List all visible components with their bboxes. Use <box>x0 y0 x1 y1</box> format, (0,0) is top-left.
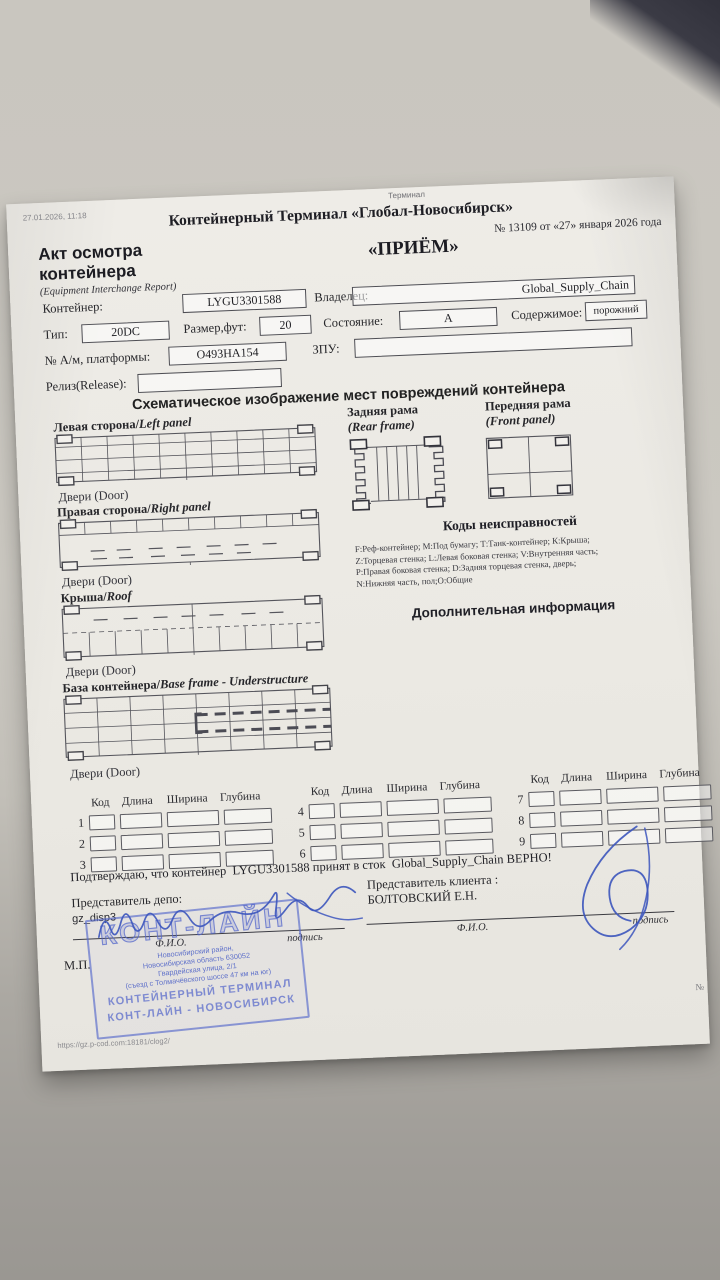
damage-table-header: Код Длина Ширина Глубина <box>90 790 261 810</box>
code-box <box>88 814 116 831</box>
container-value-box: LYGU3301588 <box>182 288 307 314</box>
left-panel-diagram <box>54 424 318 487</box>
width-box <box>606 807 660 825</box>
depot-representative-label: Представитель депо: <box>71 891 183 911</box>
depth-box <box>664 826 714 844</box>
vehicle-value-box: О493НА154 <box>168 341 287 366</box>
width-box <box>607 828 661 846</box>
damage-row-2: 2 <box>75 828 274 852</box>
damage-table-group-3: Код Длина Ширина Глубина 7 8 9 <box>512 766 714 849</box>
client-signature-line <box>366 911 675 925</box>
depth-box <box>663 805 713 823</box>
code-box <box>309 824 336 841</box>
additional-info-title: Дополнительная информация <box>411 597 616 621</box>
client-fio-label: Ф.И.О. <box>456 921 489 935</box>
code-box <box>308 803 336 820</box>
depth-box <box>443 796 492 814</box>
terminal-micro-label: Терминал <box>387 189 426 201</box>
length-box <box>340 822 383 839</box>
damage-table-header: Код Длина Ширина Глубина <box>530 766 700 786</box>
length-box <box>560 809 603 827</box>
damage-row-4: 4 <box>294 796 492 820</box>
base-frame-diagram <box>63 684 334 761</box>
release-label: Релиз(Release): <box>45 376 127 394</box>
length-box <box>559 788 602 806</box>
type-value-box: 20DC <box>81 320 170 344</box>
rear-frame-subtitle: (Rear frame) <box>347 417 415 435</box>
footer-url: https://gz.p-cod.com:18181/clog2/ <box>57 1036 171 1050</box>
length-box <box>560 830 604 848</box>
damage-table-header: Код Длина Ширина Глубина <box>310 779 481 799</box>
mp-stamp-place-label: М.П. <box>63 957 91 973</box>
base-frame-door-label: Двери (Door) <box>69 764 141 782</box>
document-sheet: 27.01.2026, 11:18 Терминал Контейнерный … <box>6 176 714 1072</box>
release-value-box <box>137 367 283 394</box>
container-label: Контейнер: <box>42 299 104 316</box>
width-box <box>606 786 659 804</box>
length-box <box>119 812 163 830</box>
width-box <box>167 830 221 849</box>
operation-title: «ПРИЁМ» <box>367 235 460 261</box>
size-label: Размер,фут: <box>183 319 247 337</box>
damage-row-5: 5 <box>294 817 493 841</box>
depth-box <box>663 784 712 802</box>
desk-dark-corner <box>590 0 720 120</box>
size-value-box: 20 <box>259 314 312 336</box>
vehicle-label: № А/м, платформы: <box>44 349 151 368</box>
contents-label: Содержимое: <box>510 305 583 323</box>
front-frame-diagram <box>482 429 577 507</box>
length-box <box>339 801 383 818</box>
depth-box <box>223 807 273 825</box>
condition-value-box: А <box>398 306 498 330</box>
width-box <box>386 798 440 816</box>
document-number: № 13109 от «27» января 2026 года <box>494 215 662 235</box>
front-frame-subtitle: (Front panel) <box>485 411 556 429</box>
code-box <box>529 832 557 849</box>
damage-row-9: 9 <box>515 826 714 849</box>
seal-value-box <box>354 327 633 358</box>
condition-label: Состояние: <box>323 313 384 331</box>
contents-value-box: порожний <box>584 299 648 322</box>
act-title: Акт осмотра контейнера <box>37 240 143 285</box>
damage-row-1: 1 <box>74 807 273 831</box>
code-box <box>528 790 555 808</box>
footer-page-mark: № <box>695 981 705 993</box>
rear-frame-diagram <box>348 432 451 514</box>
length-box <box>120 833 164 851</box>
width-box <box>166 809 220 828</box>
fault-codes-text: F:Реф-контейнер; М:Под бумагу; Т:Танк-ко… <box>355 534 600 590</box>
client-representative-value: БОЛТОВСКИЙ Е.Н. <box>367 888 478 907</box>
depth-box <box>444 817 493 835</box>
roof-door-label: Двери (Door) <box>65 662 136 680</box>
client-sign-label: подпись <box>632 914 669 927</box>
damage-table-group-1: Код Длина Ширина Глубина 1 2 3 <box>73 790 275 873</box>
fault-codes-title: Коды неисправностей <box>442 512 578 534</box>
damage-row-7: 7 <box>513 784 712 808</box>
depth-box <box>224 828 274 846</box>
code-box <box>89 835 117 852</box>
damage-row-8: 8 <box>514 805 713 828</box>
right-panel-door-label: Двери (Door) <box>61 572 133 590</box>
width-box <box>387 819 440 837</box>
company-stamp: КОНТ-ЛАЙН Новосибирский район, Новосибир… <box>84 898 310 1040</box>
right-panel-diagram <box>57 509 321 572</box>
damage-table-group-2: Код Длина Ширина Глубина 4 5 6 <box>293 779 494 862</box>
seal-label: ЗПУ: <box>312 341 340 357</box>
code-box <box>529 811 556 828</box>
roof-diagram <box>61 594 325 661</box>
type-label: Тип: <box>43 326 69 342</box>
